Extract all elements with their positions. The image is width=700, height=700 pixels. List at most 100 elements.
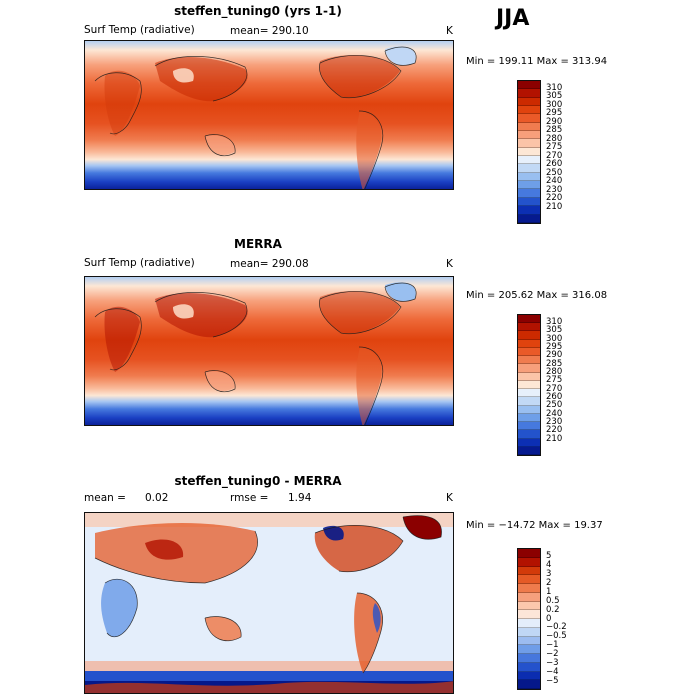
colorbar-tick-label: 220 bbox=[546, 193, 563, 204]
colorbar-swatch bbox=[518, 645, 540, 654]
colorbar-swatch bbox=[518, 405, 540, 414]
colorbar-swatch bbox=[518, 654, 540, 663]
colorbar-swatch bbox=[518, 438, 540, 447]
colorbar-swatch bbox=[518, 214, 540, 223]
panel-3-map bbox=[84, 512, 454, 694]
panel-1-title: steffen_tuning0 (yrs 1-1) bbox=[174, 4, 342, 18]
colorbar-swatch bbox=[518, 430, 540, 439]
colorbar-swatch bbox=[518, 397, 540, 406]
colorbar-swatch bbox=[518, 315, 540, 324]
colorbar-tick-label: 2 bbox=[546, 578, 552, 588]
colorbar-swatch bbox=[518, 566, 540, 576]
colorbar-swatch bbox=[518, 331, 540, 340]
colorbar-tick-label: 290 bbox=[546, 350, 563, 361]
colorbar-tick-label: 0.5 bbox=[546, 595, 560, 606]
colorbar-tick-label: 280 bbox=[546, 366, 563, 377]
colorbar-tick-label: 300 bbox=[546, 333, 563, 344]
colorbar-tick-label: 310 bbox=[546, 82, 563, 93]
colorbar-tick-label: 260 bbox=[546, 159, 563, 170]
colorbar-tick-label: 275 bbox=[546, 375, 563, 386]
colorbar-swatch bbox=[518, 584, 540, 593]
colorbar-swatch bbox=[518, 549, 540, 558]
colorbar-swatch bbox=[518, 575, 540, 584]
panel-2-map bbox=[84, 276, 454, 426]
colorbar-swatch bbox=[518, 89, 540, 98]
colorbar-tick-label: 240 bbox=[546, 176, 563, 187]
colorbar-swatch bbox=[518, 446, 540, 455]
colorbar-tick-label: −0.2 bbox=[546, 622, 567, 633]
colorbar-tick-label: −4 bbox=[546, 666, 559, 677]
colorbar-swatch bbox=[518, 147, 540, 157]
panel-3-title: steffen_tuning0 - MERRA bbox=[174, 474, 342, 488]
colorbar-swatch bbox=[518, 671, 540, 681]
panel-3-min-max: Min = −14.72 Max = 19.37 bbox=[466, 520, 603, 531]
colorbar-tick-label: 295 bbox=[546, 108, 563, 119]
colorbar-swatch bbox=[518, 592, 540, 602]
colorbar-tick-label: 305 bbox=[546, 91, 563, 102]
colorbar-tick-label: 260 bbox=[546, 392, 563, 403]
colorbar-tick-label: −3 bbox=[546, 657, 559, 668]
colorbar-swatch bbox=[518, 380, 540, 390]
colorbar-swatch bbox=[518, 422, 540, 431]
colorbar-swatch bbox=[518, 347, 540, 357]
colorbar-swatch bbox=[518, 164, 540, 173]
panel-1-min-max: Min = 199.11 Max = 313.94 bbox=[466, 56, 608, 67]
panel-2-mean: mean= 290.08 bbox=[230, 258, 309, 270]
panel-2-colorbar bbox=[517, 314, 541, 456]
panel-3-mean-label: mean = bbox=[84, 492, 126, 504]
panel-1-mean: mean= 290.10 bbox=[230, 25, 309, 37]
colorbar-tick-label: 4 bbox=[546, 560, 552, 571]
panel-1-variable: Surf Temp (radiative) bbox=[84, 24, 195, 36]
colorbar-swatch bbox=[518, 389, 540, 398]
colorbar-swatch bbox=[518, 114, 540, 123]
colorbar-swatch bbox=[518, 557, 540, 567]
colorbar-swatch bbox=[518, 619, 540, 628]
colorbar-swatch bbox=[518, 662, 540, 672]
colorbar-tick-label: 240 bbox=[546, 408, 563, 419]
colorbar-tick-label: 285 bbox=[546, 358, 563, 369]
colorbar-swatch bbox=[518, 131, 540, 140]
panel-2-unit: K bbox=[446, 258, 453, 270]
colorbar-tick-label: 300 bbox=[546, 99, 563, 110]
colorbar-tick-label: 295 bbox=[546, 341, 563, 352]
colorbar-tick-label: 275 bbox=[546, 142, 563, 153]
colorbar-tick-label: 3 bbox=[546, 569, 552, 580]
colorbar-swatch bbox=[518, 323, 540, 332]
colorbar-swatch bbox=[518, 189, 540, 198]
colorbar-tick-label: 250 bbox=[546, 400, 563, 411]
colorbar-swatch bbox=[518, 122, 540, 132]
colorbar-tick-label: 5 bbox=[546, 551, 552, 562]
panel-3-colorbar bbox=[517, 548, 541, 690]
colorbar-swatch bbox=[518, 610, 540, 619]
season-label: JJA bbox=[496, 6, 530, 31]
colorbar-tick-label: 220 bbox=[546, 425, 563, 436]
colorbar-tick-label: 285 bbox=[546, 125, 563, 136]
colorbar-swatch bbox=[518, 139, 540, 148]
panel-2-variable: Surf Temp (radiative) bbox=[84, 257, 195, 269]
colorbar-swatch bbox=[518, 356, 540, 365]
panel-2-title: MERRA bbox=[234, 237, 282, 251]
colorbar-swatch bbox=[518, 636, 540, 646]
colorbar-swatch bbox=[518, 172, 540, 182]
colorbar-tick-label: 290 bbox=[546, 116, 563, 127]
colorbar-tick-label: −0.5 bbox=[546, 631, 567, 642]
panel-1-map bbox=[84, 40, 454, 190]
colorbar-tick-label: 230 bbox=[546, 417, 563, 428]
colorbar-swatch bbox=[518, 339, 540, 348]
colorbar-tick-label: −1 bbox=[546, 640, 559, 651]
colorbar-swatch bbox=[518, 97, 540, 107]
colorbar-tick-label: 310 bbox=[546, 316, 563, 327]
colorbar-tick-label: 270 bbox=[546, 150, 563, 161]
colorbar-tick-label: 270 bbox=[546, 383, 563, 394]
colorbar-swatch bbox=[518, 680, 540, 689]
colorbar-swatch bbox=[518, 627, 540, 637]
colorbar-swatch bbox=[518, 364, 540, 373]
colorbar-tick-label: 210 bbox=[546, 433, 563, 444]
colorbar-swatch bbox=[518, 81, 540, 90]
colorbar-tick-label: 250 bbox=[546, 167, 563, 178]
colorbar-tick-label: −5 bbox=[546, 675, 559, 686]
panel-1-unit: K bbox=[446, 25, 453, 37]
panel-3-rmse-label: rmse = bbox=[230, 492, 269, 504]
colorbar-swatch bbox=[518, 601, 540, 611]
panel-3-mean-value: 0.02 bbox=[145, 492, 169, 504]
